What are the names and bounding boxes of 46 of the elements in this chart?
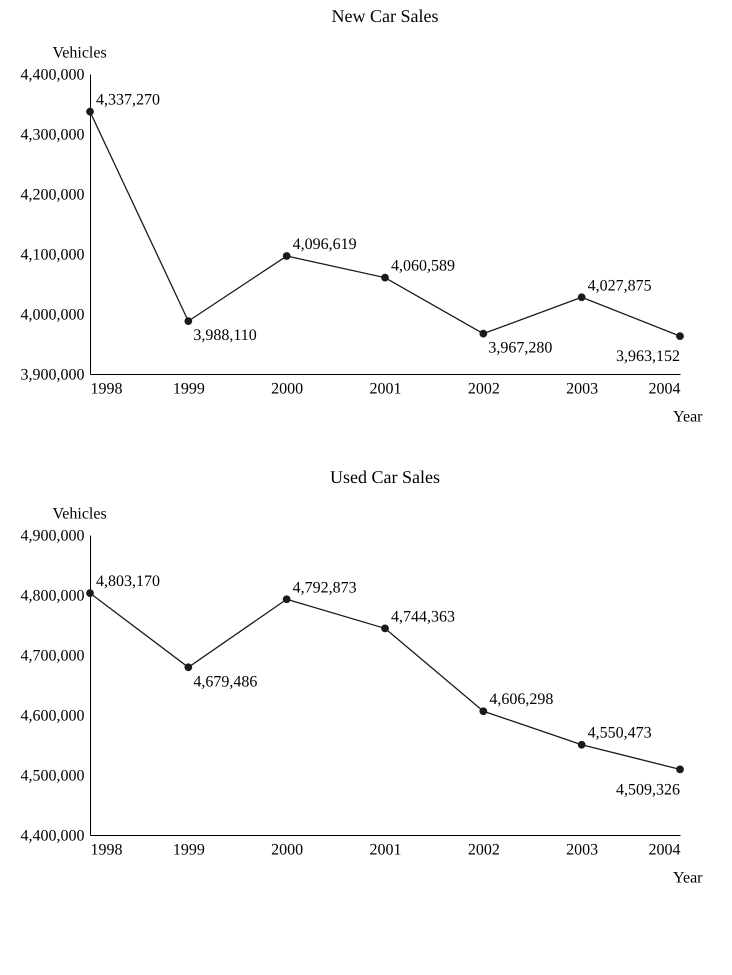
data-label: 4,606,298 <box>489 691 554 708</box>
data-label: 4,060,589 <box>391 258 455 275</box>
data-label: 3,963,152 <box>616 348 680 366</box>
x-tick-label: 2003 <box>566 842 598 858</box>
data-label: 4,550,473 <box>588 724 652 742</box>
chart-title: Used Car Sales <box>330 467 440 487</box>
y-tick-label: 4,500,000 <box>20 768 84 784</box>
x-tick-label: 2003 <box>566 380 598 398</box>
y-tick-label: 4,400,000 <box>20 828 84 844</box>
data-label: 4,679,486 <box>193 673 258 690</box>
data-label: 4,096,619 <box>292 236 357 254</box>
data-label: 4,337,270 <box>96 92 160 109</box>
data-label: 3,988,110 <box>193 327 257 344</box>
chart-title: New Car Sales <box>332 6 438 26</box>
y-tick-label: 3,900,000 <box>20 366 84 384</box>
data-label: 4,509,326 <box>616 781 680 798</box>
data-label: 4,744,363 <box>391 608 455 626</box>
y-tick-label: 4,700,000 <box>20 648 84 664</box>
x-tick-label: 2000 <box>271 380 304 398</box>
y-tick-label: 4,200,000 <box>20 186 84 204</box>
y-axis-title: Vehicles <box>52 44 107 62</box>
data-label: 4,803,170 <box>96 573 160 590</box>
x-axis-title: Year <box>673 870 704 886</box>
x-tick-label: 2002 <box>468 842 500 858</box>
y-tick-label: 4,400,000 <box>20 66 84 84</box>
x-tick-label: 1998 <box>90 380 122 398</box>
x-tick-label: 2004 <box>648 842 680 858</box>
y-tick-label: 4,100,000 <box>20 246 84 264</box>
y-tick-label: 4,600,000 <box>20 708 84 724</box>
data-label: 4,792,873 <box>292 579 357 596</box>
x-tick-label: 2001 <box>370 842 402 858</box>
y-tick-label: 4,800,000 <box>20 588 84 604</box>
x-tick-label: 1998 <box>90 842 122 858</box>
x-axis-title: Year <box>673 408 704 426</box>
x-tick-label: 2001 <box>370 380 402 398</box>
x-tick-label: 2002 <box>468 380 500 398</box>
data-label: 4,027,875 <box>588 277 652 294</box>
x-tick-label: 2000 <box>271 842 304 858</box>
x-tick-label: 1999 <box>172 380 205 398</box>
y-tick-label: 4,000,000 <box>20 306 84 324</box>
y-axis-title: Vehicles <box>52 506 107 522</box>
x-tick-label: 1999 <box>172 842 205 858</box>
x-tick-label: 2004 <box>648 380 680 398</box>
data-label: 3,967,280 <box>488 340 552 357</box>
y-tick-label: 4,300,000 <box>20 126 84 144</box>
y-tick-label: 4,900,000 <box>20 528 84 544</box>
